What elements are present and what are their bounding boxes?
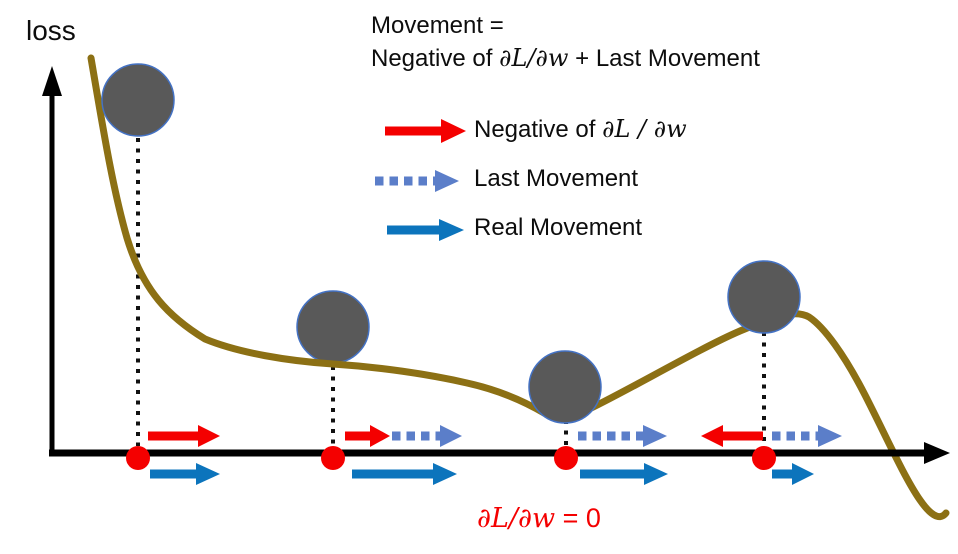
legend-blue-arrow-icon	[387, 219, 464, 241]
title-block: Movement = Negative of ∂L/∂w + Last Move…	[371, 10, 760, 75]
title-line-1: Movement =	[371, 12, 504, 39]
legend-negative-gradient-prefix: Negative of	[474, 116, 603, 143]
legend-red-arrow-icon	[385, 119, 466, 143]
position-dot-4	[752, 446, 776, 470]
last-movement-arrow-4	[772, 425, 842, 447]
title-line-2: Negative of ∂L/∂w + Last Movement	[371, 42, 760, 75]
x-axis-arrowhead-icon	[924, 442, 950, 464]
position-dot-1	[126, 446, 150, 470]
x-axis	[49, 442, 950, 464]
ball-2	[296, 290, 370, 364]
neg-gradient-arrow-4	[701, 425, 763, 447]
title-line-2-math: ∂L/∂w	[499, 44, 569, 72]
legend-negative-gradient-math: ∂L / ∂w	[602, 115, 687, 143]
real-movement-arrow-3	[580, 463, 668, 485]
legend-label-last-movement: Last Movement	[474, 165, 639, 192]
title-line-2-suffix: + Last Movement	[568, 45, 760, 72]
position-dot-2	[321, 446, 345, 470]
y-axis-arrowhead-icon	[42, 66, 62, 96]
legend-label-negative-gradient: Negative of ∂L / ∂w	[474, 115, 687, 144]
neg-gradient-arrow-1	[148, 425, 220, 447]
ball-1	[101, 63, 175, 137]
neg-gradient-arrow-2	[345, 425, 390, 447]
legend-label-real-movement: Real Movement	[474, 214, 643, 241]
last-movement-arrow-3	[578, 425, 667, 447]
ball-4	[727, 260, 801, 334]
last-movement-arrow-2	[392, 425, 462, 447]
y-axis	[42, 66, 62, 455]
real-movement-arrow-1	[150, 463, 220, 485]
position-dot-3	[554, 446, 578, 470]
y-axis-label: loss	[26, 15, 76, 46]
legend-dashed-arrow-icon	[375, 170, 459, 192]
gradient-zero-suffix: = 0	[555, 503, 601, 533]
ball-3	[528, 350, 602, 424]
real-movement-arrow-2	[352, 463, 457, 485]
real-movement-arrow-4	[772, 463, 814, 485]
gradient-zero-math: ∂L/∂w	[477, 503, 556, 534]
title-line-2-prefix: Negative of	[371, 45, 500, 72]
gradient-zero-annotation: ∂L/∂w = 0	[477, 503, 601, 534]
